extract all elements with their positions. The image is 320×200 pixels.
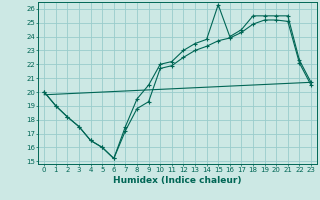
X-axis label: Humidex (Indice chaleur): Humidex (Indice chaleur) [113,176,242,185]
